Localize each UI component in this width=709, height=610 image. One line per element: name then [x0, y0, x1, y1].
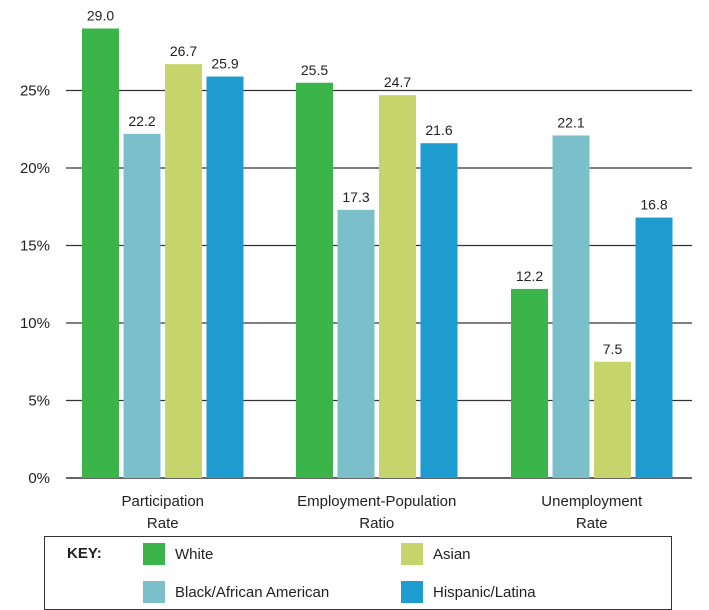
data-label: 29.0	[87, 8, 114, 24]
legend-item-hispanic-latina: Hispanic/Latina	[401, 581, 536, 603]
data-label: 21.6	[425, 122, 452, 138]
data-label: 24.7	[384, 74, 411, 90]
bar-chart: 0% 5% 10% 15% 20% 25% 29.0 22.2 26.7 25.9 25.5 17.…	[20, 8, 692, 532]
category-label: Unemployment	[541, 493, 643, 510]
y-tick-label: 20%	[20, 160, 50, 177]
legend-label-white: White	[175, 545, 214, 563]
data-label: 26.7	[170, 43, 197, 59]
data-label: 16.8	[640, 197, 667, 213]
legend-label-hispanic-latina: Hispanic/Latina	[433, 583, 536, 601]
legend-item-asian: Asian	[401, 543, 471, 565]
y-tick-label: 0%	[28, 470, 50, 487]
data-label: 12.2	[516, 268, 543, 284]
bar	[82, 28, 119, 478]
category-label: Employment-Population	[297, 493, 456, 510]
bar	[296, 82, 333, 478]
y-tick-label: 15%	[20, 238, 50, 255]
data-labels: 29.0 22.2 26.7 25.9 25.5 17.3 24.7 21.6 12.2 22.1…	[87, 8, 668, 357]
bar	[635, 217, 673, 478]
y-tick-label: 5%	[28, 393, 50, 410]
y-axis-ticks: 0% 5% 10% 15% 20% 25%	[20, 83, 50, 488]
legend-label-black-african-american: Black/African American	[175, 583, 330, 601]
bar	[552, 135, 590, 478]
legend-swatch-hispanic-latina	[401, 581, 423, 603]
bar	[123, 133, 161, 478]
legend-item-white: White	[143, 543, 213, 565]
data-label: 17.3	[342, 189, 369, 205]
bar	[420, 143, 458, 478]
data-label: 22.1	[557, 114, 584, 130]
bar	[337, 209, 375, 478]
category-labels: Participation Rate Employment-Population Ra…	[121, 493, 643, 532]
data-label: 25.9	[211, 56, 238, 72]
legend-label-asian: Asian	[433, 545, 471, 563]
data-label: 25.5	[301, 62, 328, 78]
y-tick-label: 25%	[20, 83, 50, 100]
legend-item-black-african-american: Black/African American	[143, 581, 329, 603]
category-label: Ratio	[359, 515, 394, 532]
bar	[594, 361, 631, 478]
category-label: Rate	[147, 515, 179, 532]
legend-title: KEY:	[67, 545, 102, 562]
bar	[165, 64, 202, 479]
legend-swatch-asian	[401, 543, 423, 565]
category-label: Rate	[576, 515, 608, 532]
bar	[511, 288, 548, 478]
bar	[379, 95, 416, 479]
bars	[82, 28, 673, 479]
legend-swatch-black-african-american	[143, 581, 165, 603]
data-label: 22.2	[128, 113, 155, 129]
legend-swatch-white	[143, 543, 165, 565]
data-label: 7.5	[603, 341, 623, 357]
legend: KEY: White Asian Black/African American …	[44, 536, 672, 610]
category-label: Participation	[121, 493, 204, 510]
y-tick-label: 10%	[20, 315, 50, 332]
bar	[206, 76, 244, 479]
